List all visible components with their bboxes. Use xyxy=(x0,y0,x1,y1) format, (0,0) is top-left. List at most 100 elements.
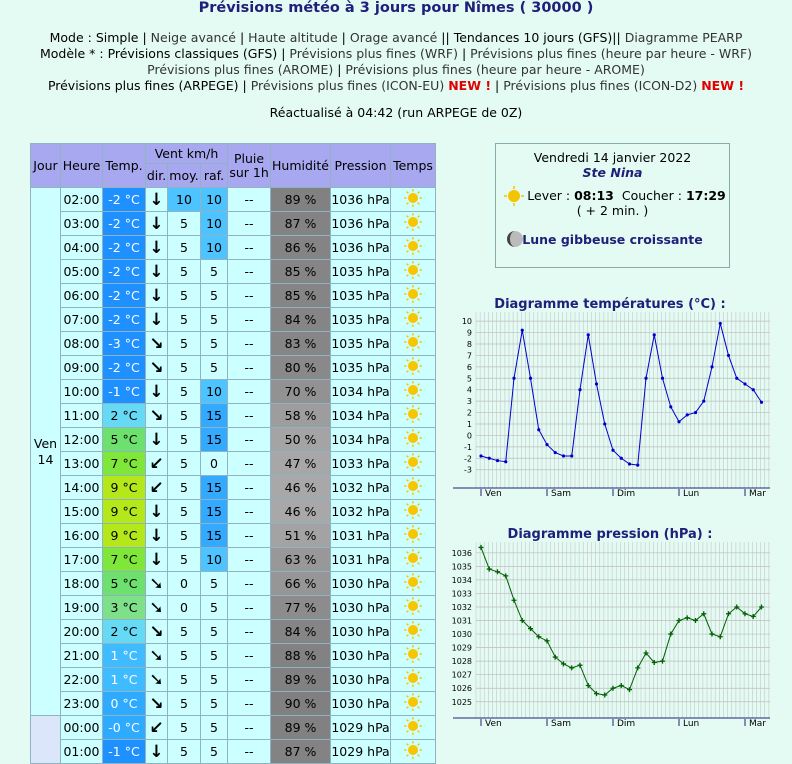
point xyxy=(669,405,673,409)
wind-avg: 5 xyxy=(167,355,201,380)
y-tick-label: 1033 xyxy=(452,589,472,598)
weather-icon xyxy=(404,501,423,519)
pressure: 1030 hPa xyxy=(330,619,392,644)
wind-gust: 0 xyxy=(199,451,229,476)
wind-avg: 5 xyxy=(167,691,201,716)
humidity: 66 % xyxy=(270,571,332,596)
y-tick-label: 1032 xyxy=(452,603,472,612)
wind-dir: ↙ xyxy=(145,451,168,476)
nav-link[interactable]: Orage avancé xyxy=(349,30,438,45)
nav-link[interactable]: Neige avancé xyxy=(150,30,236,45)
nav-link[interactable]: Diagramme PEARP xyxy=(624,30,743,45)
rain: -- xyxy=(227,643,272,668)
temperature: 2 °C xyxy=(102,619,146,644)
point xyxy=(561,454,566,458)
hour: 20:00 xyxy=(60,619,103,644)
temperature: 9 °C xyxy=(102,523,146,548)
nav-link[interactable]: Prévisions plus fines (ICON-EU) xyxy=(250,78,445,93)
nav-text: NEW ! xyxy=(701,78,745,93)
hour: 18:00 xyxy=(60,571,103,596)
weather xyxy=(390,475,437,500)
rain: -- xyxy=(227,451,272,476)
row: 09:00 -2 °C ↘ 5 5 -- 80 % 1035 hPa xyxy=(31,355,437,380)
weather-icon xyxy=(404,669,423,687)
rain: -- xyxy=(227,427,272,452)
pressure: 1030 hPa xyxy=(330,667,392,692)
wind-gust: 15 xyxy=(199,403,229,428)
nav-text: Prévisions classiques (GFS) xyxy=(107,46,278,61)
wind-gust: 5 xyxy=(199,643,229,668)
point xyxy=(676,618,682,624)
temperature: -1 °C xyxy=(102,739,146,764)
weather-icon xyxy=(404,405,423,423)
temperature: -2 °C xyxy=(102,259,146,284)
y-tick-label: 1027 xyxy=(452,671,472,680)
point xyxy=(652,333,656,337)
pressure: 1030 hPa xyxy=(330,643,392,668)
wind-gust: 5 xyxy=(199,571,229,596)
hour: 03:00 xyxy=(60,211,103,236)
pressure: 1030 hPa xyxy=(330,595,392,620)
point xyxy=(759,604,764,610)
moon-line: Lune gibbeuse croissante xyxy=(496,231,729,247)
nav-link[interactable]: Haute altitude xyxy=(248,30,338,45)
sunset: 17:29 xyxy=(685,188,726,203)
nav-link[interactable]: Prévisions plus fines (ICON-D2) xyxy=(503,78,698,93)
rain: -- xyxy=(227,547,272,572)
nav-text: | xyxy=(277,46,290,61)
row: 08:00 -3 °C ↘ 5 5 -- 83 % 1035 hPa xyxy=(31,331,437,356)
wind-gust: 15 xyxy=(199,523,229,548)
wind-avg: 5 xyxy=(167,499,201,524)
point xyxy=(702,399,706,403)
point xyxy=(635,665,641,671)
row: 06:00 -2 °C ↓ 5 5 -- 85 % 1035 hPa xyxy=(31,283,437,308)
sunrise: 08:13 xyxy=(574,188,614,203)
point xyxy=(734,604,740,610)
point xyxy=(528,376,533,380)
weather xyxy=(390,355,437,380)
pressure: 1032 hPa xyxy=(330,499,392,524)
point xyxy=(693,618,698,624)
temperature: -2 °C xyxy=(102,307,146,332)
hour: 12:00 xyxy=(60,427,103,452)
nav-link[interactable]: Prévisions plus fines (heure par heure -… xyxy=(345,62,645,77)
nav-text: | xyxy=(333,62,346,77)
weather-icon xyxy=(404,429,423,447)
humidity: 87 % xyxy=(270,211,332,236)
point xyxy=(619,456,623,460)
weather xyxy=(390,283,437,308)
point xyxy=(603,422,607,426)
y-tick-label: 9 xyxy=(467,329,472,338)
nav-link[interactable]: Prévisions plus fines (heure par heure -… xyxy=(470,46,753,61)
nav-line: Mode : Simple | Neige avancé | Haute alt… xyxy=(0,30,792,46)
temperature: -2 °C xyxy=(102,235,146,260)
weather-icon xyxy=(404,477,423,495)
y-tick-label: 1028 xyxy=(452,657,472,666)
nav-link[interactable]: Prévisions plus fines (WRF) xyxy=(289,46,458,61)
page-title: Prévisions météo à 3 jours pour Nîmes ( … xyxy=(198,0,594,16)
nav-text: | xyxy=(457,46,471,61)
row: 21:00 1 °C ➘ 5 5 -- 88 % 1030 hPa xyxy=(31,643,437,668)
temperature: -2 °C xyxy=(102,187,146,212)
nav-text: Modèle * : xyxy=(39,46,108,61)
rain: -- xyxy=(227,235,272,260)
wind-gust: 10 xyxy=(199,379,229,404)
y-tick-label: 10 xyxy=(462,317,472,326)
weather-icon xyxy=(404,741,423,759)
hour: 16:00 xyxy=(60,523,103,548)
weather-icon xyxy=(404,645,423,663)
humidity: 89 % xyxy=(270,187,332,212)
point xyxy=(651,659,657,665)
row: 19:00 3 °C ➘ 0 5 -- 77 % 1030 hPa xyxy=(31,595,437,620)
point xyxy=(479,454,483,458)
wind-dir: ↓ xyxy=(145,283,168,308)
rain: -- xyxy=(227,619,272,644)
point xyxy=(594,382,599,386)
point xyxy=(577,662,583,668)
nav-link[interactable]: Prévisions plus fines (AROME) xyxy=(147,62,334,77)
wind-avg: 5 xyxy=(167,715,201,740)
th: Jour xyxy=(30,143,61,188)
wind-dir: ↘ xyxy=(145,355,168,380)
y-tick-label: 1036 xyxy=(452,549,472,558)
